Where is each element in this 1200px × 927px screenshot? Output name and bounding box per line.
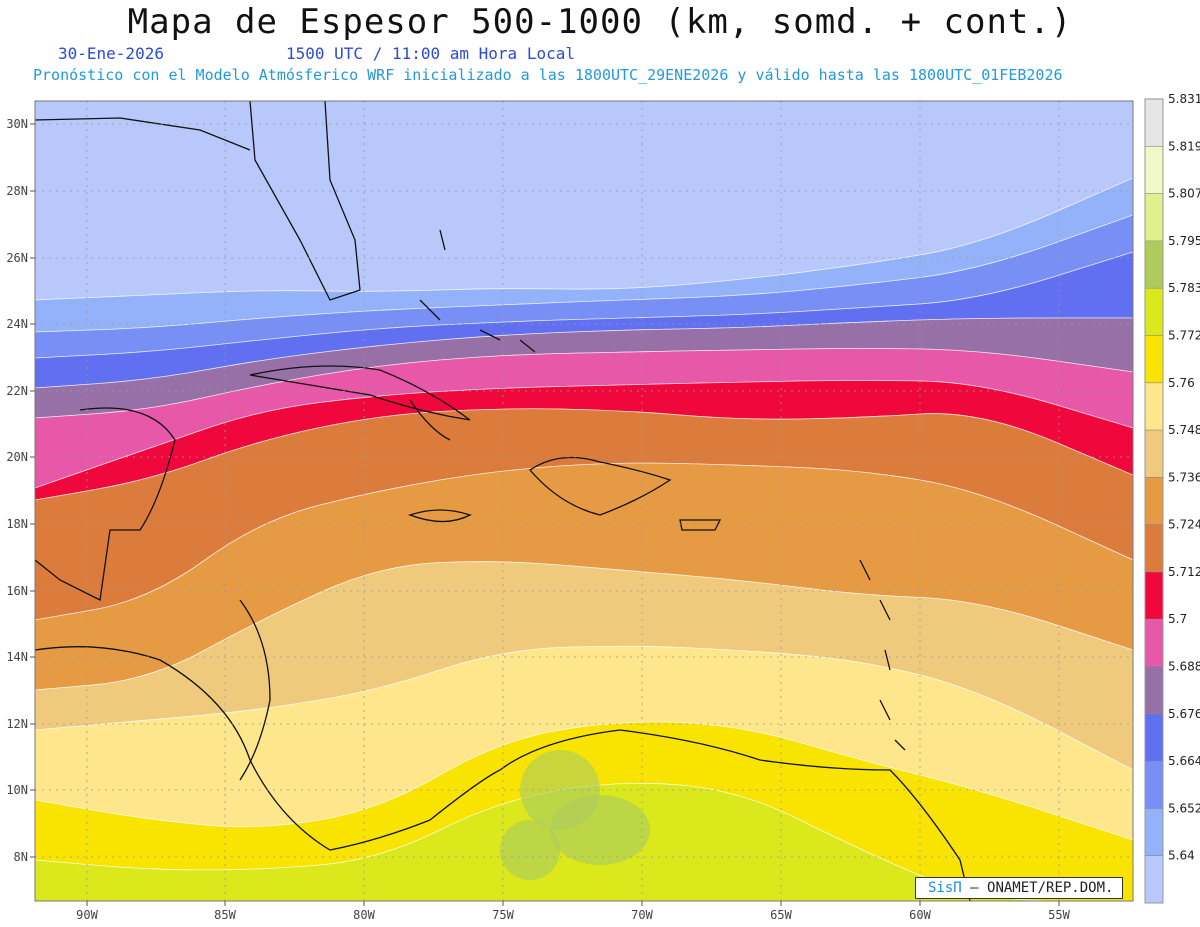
legend-swatch [1145, 855, 1163, 903]
longitude-label: 80W [353, 908, 375, 922]
legend-swatch [1145, 619, 1163, 667]
longitude-label: 90W [76, 908, 98, 922]
legend-label: 5.7 [1168, 612, 1187, 626]
coastline [529, 456, 672, 516]
legend-label: 5.676 [1168, 707, 1200, 721]
latitude-label: 20N [6, 450, 28, 464]
legend-swatch [1145, 761, 1163, 809]
latitude-label: 18N [6, 517, 28, 531]
longitude-label: 75W [492, 908, 514, 922]
coastline [239, 599, 271, 781]
forecast-date: 30-Ene-2026 [58, 44, 164, 63]
coastline [35, 646, 431, 851]
thickness-patch [550, 795, 650, 865]
legend-swatch [1145, 713, 1163, 762]
legend-swatch [1145, 808, 1163, 856]
latitude-label: 28N [6, 184, 28, 198]
longitude-label: 60W [909, 908, 931, 922]
legend-swatch [1145, 99, 1163, 147]
latitude-label: 8N [14, 850, 28, 864]
map-frame [34, 100, 1134, 902]
legend-swatch [1145, 288, 1163, 336]
legend-label: 5.76 [1168, 376, 1195, 390]
latitude-label: 26N [6, 251, 28, 265]
forecast-description: Pronóstico con el Modelo Atmósferico WRF… [33, 66, 1063, 84]
legend-label: 5.772 [1168, 328, 1200, 342]
legend-label: 5.819 [1168, 139, 1200, 153]
legend-swatch [1145, 193, 1163, 241]
legend-label: 5.712 [1168, 565, 1200, 579]
coastline [419, 229, 536, 353]
coastlines [35, 101, 971, 901]
latitude-label: 12N [6, 717, 28, 731]
latitude-label: 24N [6, 317, 28, 331]
credit-brand: SisΠ [928, 880, 962, 896]
latitude-label: 14N [6, 650, 28, 664]
legend-swatch [1145, 524, 1163, 572]
legend-label: 5.807 [1168, 187, 1200, 201]
legend-label: 5.795 [1168, 234, 1200, 248]
legend-label: 5.748 [1168, 423, 1200, 437]
legend-swatch [1145, 240, 1163, 289]
coastline [408, 509, 472, 523]
contour-bands [35, 101, 1133, 901]
latitude-label: 10N [6, 783, 28, 797]
coastline [679, 519, 722, 531]
legend-label: 5.688 [1168, 660, 1200, 674]
coastline [249, 365, 471, 421]
longitude-label: 55W [1048, 908, 1070, 922]
legend-swatch [1145, 666, 1163, 714]
legend-label: 5.736 [1168, 470, 1200, 484]
legend-label: 5.783 [1168, 281, 1200, 295]
latitude-label: 30N [6, 117, 28, 131]
legend-label: 5.64 [1168, 849, 1195, 863]
legend-swatch [1145, 571, 1163, 620]
coastline [409, 399, 451, 441]
coastline [35, 117, 251, 151]
credit-box: SisΠ – ONAMET/REP.DOM. [915, 877, 1123, 899]
legend-swatch [1145, 477, 1163, 525]
latitude-label: 22N [6, 384, 28, 398]
legend-label: 5.831 [1168, 92, 1200, 106]
legend-label: 5.652 [1168, 801, 1200, 815]
legend-swatch [1145, 335, 1163, 383]
latitude-label: 16N [6, 584, 28, 598]
longitude-label: 65W [770, 908, 792, 922]
coastline [249, 101, 361, 301]
longitude-label: 85W [214, 908, 236, 922]
longitude-label: 70W [631, 908, 653, 922]
color-legend: 5.64 5.652 5.664 5.676 5.688 5.7 5.712 5.724 5.7… [1144, 92, 1200, 904]
legend-label: 5.724 [1168, 518, 1200, 532]
credit-text: – ONAMET/REP.DOM. [970, 880, 1114, 896]
thickness-patch [500, 820, 560, 880]
coastline [859, 559, 906, 751]
coastline [35, 407, 176, 601]
coastline [429, 729, 971, 901]
legend-swatch [1145, 430, 1163, 478]
forecast-time: 1500 UTC / 11:00 am Hora Local [286, 44, 575, 63]
legend-swatch [1145, 382, 1163, 431]
legend-swatch [1145, 146, 1163, 194]
legend-label: 5.664 [1168, 754, 1200, 768]
map-title: Mapa de Espesor 500-1000 (km, somd. + co… [127, 2, 1073, 42]
map-axes: 90W 85W 80W 75W 70W 65W 60W 55W 30N 28N 26N 24N 22N 2… [6, 117, 1070, 922]
graticule [35, 101, 1133, 901]
